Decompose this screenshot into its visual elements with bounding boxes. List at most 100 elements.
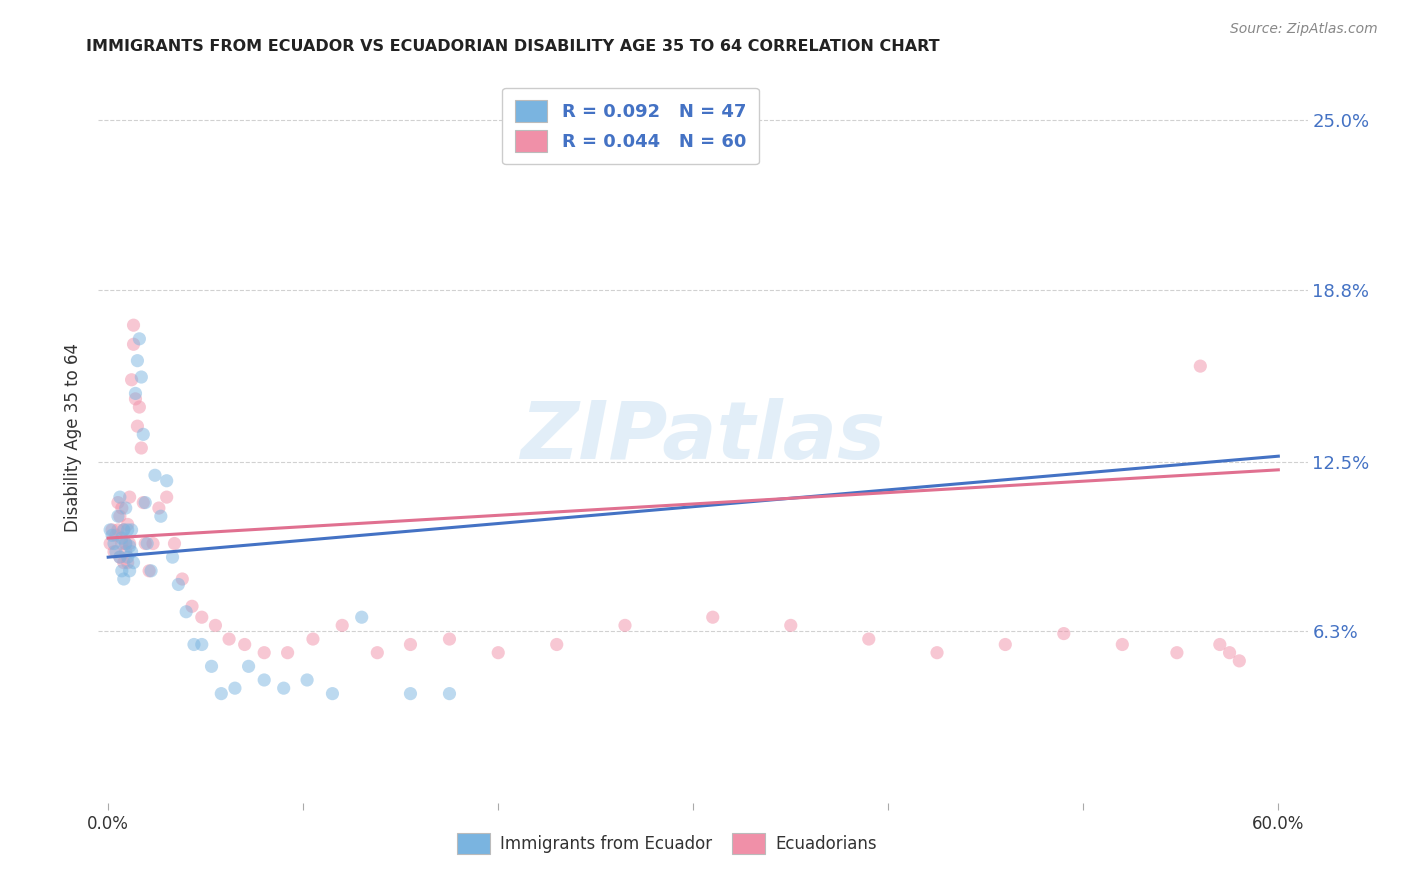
Point [156,474,179,488]
Point [114,501,136,516]
Point [112,556,135,570]
Point [104,545,127,559]
Point [233,638,256,652]
Point [121,523,143,537]
Point [108,550,131,565]
Point [1189,359,1212,373]
Point [204,618,226,632]
Point [162,550,184,565]
Point [131,441,153,455]
Point [1053,626,1076,640]
Point [122,556,145,570]
Text: Source: ZipAtlas.com: Source: ZipAtlas.com [1230,22,1378,37]
Point [122,337,145,351]
Point [111,501,134,516]
Point [779,618,801,632]
Point [131,370,153,384]
Point [111,531,134,545]
Legend: Immigrants from Ecuador, Ecuadorians: Immigrants from Ecuador, Ecuadorians [450,827,883,860]
Point [107,509,129,524]
Point [174,605,197,619]
Point [143,468,166,483]
Point [183,638,205,652]
Point [156,490,179,504]
Point [111,564,134,578]
Point [350,610,373,624]
Point [218,632,240,646]
Point [858,632,880,646]
Point [302,632,325,646]
Point [366,646,388,660]
Point [132,495,155,509]
Point [546,638,568,652]
Point [134,536,156,550]
Point [128,400,150,414]
Point [121,373,143,387]
Point [128,332,150,346]
Point [112,523,135,537]
Point [118,539,141,553]
Point [181,599,204,614]
Point [134,495,156,509]
Point [253,646,276,660]
Point [1209,638,1232,652]
Point [330,618,353,632]
Point [399,638,422,652]
Point [117,550,139,565]
Y-axis label: Disability Age 35 to 64: Disability Age 35 to 64 [63,343,82,532]
Point [132,427,155,442]
Point [295,673,318,687]
Point [111,536,134,550]
Text: ZIPatlas: ZIPatlas [520,398,886,476]
Point [253,673,276,687]
Point [439,687,461,701]
Point [101,523,124,537]
Point [98,536,121,550]
Point [98,523,121,537]
Point [1166,646,1188,660]
Point [112,572,135,586]
Point [191,610,214,624]
Point [172,572,194,586]
Point [200,659,222,673]
Point [439,632,461,646]
Point [209,687,232,701]
Point [1227,654,1250,668]
Point [122,318,145,333]
Point [149,509,172,524]
Point [136,536,159,550]
Point [104,528,127,542]
Point [191,638,214,652]
Point [163,536,186,550]
Point [118,536,141,550]
Point [139,564,162,578]
Point [142,536,165,550]
Point [167,577,190,591]
Point [118,564,141,578]
Point [273,681,295,695]
Text: IMMIGRANTS FROM ECUADOR VS ECUADORIAN DISABILITY AGE 35 TO 64 CORRELATION CHART: IMMIGRANTS FROM ECUADOR VS ECUADORIAN DI… [86,38,941,54]
Point [148,501,170,516]
Point [108,490,131,504]
Point [108,550,131,565]
Point [486,646,509,660]
Point [108,509,131,524]
Point [114,536,136,550]
Point [994,638,1017,652]
Point [101,528,124,542]
Point [1219,646,1241,660]
Point [103,545,125,559]
Point [117,523,139,537]
Point [114,536,136,550]
Point [127,353,149,368]
Point [124,386,146,401]
Point [121,545,143,559]
Point [118,490,141,504]
Point [124,392,146,406]
Point [138,564,160,578]
Point [321,687,343,701]
Point [614,618,637,632]
Point [107,495,129,509]
Point [127,419,149,434]
Point [925,646,948,660]
